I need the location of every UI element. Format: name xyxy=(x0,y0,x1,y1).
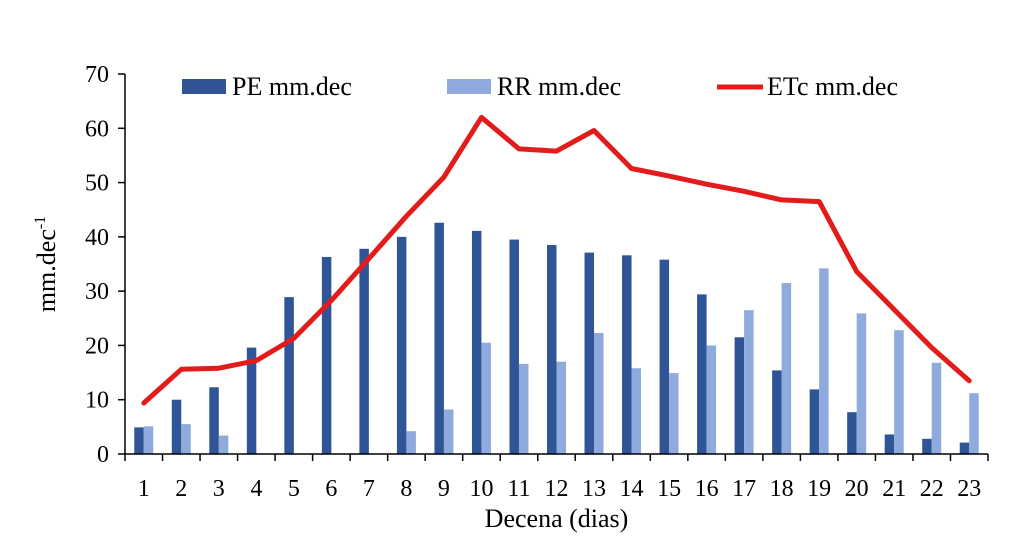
pe-bar xyxy=(471,230,482,454)
legend-pe: PE mm.dec xyxy=(182,72,352,101)
rr-bar xyxy=(856,313,867,454)
x-tick-label: 15 xyxy=(657,476,681,502)
pe-bar xyxy=(922,438,932,454)
pe-bar xyxy=(697,294,707,454)
x-tick-label: 8 xyxy=(400,476,412,502)
y-ticks: 0 10 20 30 40 50 60 70 xyxy=(85,62,125,468)
x-tick-label: 19 xyxy=(807,476,831,502)
rr-bar xyxy=(181,424,191,454)
x-tick-label: 2 xyxy=(175,476,187,502)
etc-line xyxy=(141,114,972,406)
axes-layer xyxy=(124,74,988,455)
x-tick-label: 9 xyxy=(438,476,450,502)
x-tick-label: 5 xyxy=(288,476,300,502)
pe-bar xyxy=(321,256,332,454)
legend-etc: ETc mm.dec xyxy=(717,72,898,101)
legend-rr-swatch xyxy=(447,79,491,94)
pe-bar xyxy=(959,442,970,454)
pe-bar xyxy=(171,399,182,454)
y-tick-label: 30 xyxy=(85,279,109,305)
y-tick-label: 0 xyxy=(97,442,109,468)
x-tick-label: 16 xyxy=(695,476,719,502)
etc-line-layer xyxy=(141,114,972,406)
pe-bar xyxy=(134,427,144,454)
legend-pe-label: PE mm.dec xyxy=(232,72,352,101)
rr-bar xyxy=(819,268,829,454)
pe-bar xyxy=(359,248,369,454)
rr-bar xyxy=(744,310,754,454)
x-tick-label: 17 xyxy=(732,476,756,502)
pe-bar xyxy=(209,387,219,454)
x-tick-label: 22 xyxy=(920,476,944,502)
x-ticks: 1 2 3 4 5 6 7 8 9 10 11 12 13 14 15 16 17 18 19 20 21 22 23 xyxy=(124,454,989,502)
rr-bar xyxy=(556,361,566,454)
x-axis-title: Decena (dias) xyxy=(485,504,629,533)
pe-bar xyxy=(659,259,670,454)
x-tick-label: 21 xyxy=(882,476,906,502)
x-tick-label: 20 xyxy=(845,476,869,502)
x-tick-label: 6 xyxy=(325,476,337,502)
x-tick-label: 4 xyxy=(250,476,262,502)
pe-bar xyxy=(884,434,895,454)
x-tick-label: 13 xyxy=(582,476,606,502)
x-tick-label: 3 xyxy=(213,476,225,502)
x-tick-label: 7 xyxy=(363,476,375,502)
x-tick-label: 10 xyxy=(469,476,493,502)
y-axis-title-main: mm.dec xyxy=(32,229,61,312)
legend-etc-label: ETc mm.dec xyxy=(767,72,898,101)
rr-bar xyxy=(781,283,792,454)
legend-pe-swatch xyxy=(182,79,226,94)
rr-bar xyxy=(218,435,229,454)
rr-bar xyxy=(706,345,717,454)
pe-bar xyxy=(584,252,595,454)
y-tick-label: 60 xyxy=(85,116,109,142)
legend: PE mm.dec RR mm.dec ETc mm.dec xyxy=(182,72,898,101)
rr-bar xyxy=(669,373,679,454)
rr-bar xyxy=(631,368,642,454)
y-tick-label: 40 xyxy=(85,225,109,251)
rr-bar xyxy=(143,426,154,454)
x-tick-label: 12 xyxy=(545,476,569,502)
pe-bar xyxy=(772,370,782,454)
x-tick-label: 23 xyxy=(957,476,981,502)
pe-bar xyxy=(847,412,857,454)
x-tick-label: 18 xyxy=(770,476,794,502)
pe-bar xyxy=(622,255,632,454)
y-tick-label: 10 xyxy=(85,388,109,414)
y-tick-label: 50 xyxy=(85,171,109,197)
y-axis-title: mm.dec-1 xyxy=(32,216,61,312)
pe-bar xyxy=(547,245,557,454)
rr-bar xyxy=(406,431,416,454)
pe-bar xyxy=(284,297,294,454)
legend-rr: RR mm.dec xyxy=(447,72,621,101)
rr-bar xyxy=(443,409,454,454)
x-tick-label: 11 xyxy=(507,476,530,502)
x-tick-label: 1 xyxy=(138,476,150,502)
rr-bar xyxy=(969,393,979,454)
rr-bar xyxy=(481,342,491,454)
legend-rr-label: RR mm.dec xyxy=(497,72,621,101)
bars-layer xyxy=(134,222,979,454)
pe-bar xyxy=(246,347,257,454)
pe-bar xyxy=(734,337,745,454)
pe-bar xyxy=(396,236,407,454)
y-tick-label: 70 xyxy=(85,62,109,88)
pe-bar xyxy=(509,239,519,454)
y-tick-label: 20 xyxy=(85,333,109,359)
rr-bar xyxy=(894,330,904,454)
pe-bar xyxy=(809,389,820,454)
rr-bar xyxy=(931,362,942,454)
y-axis-title-superscript: -1 xyxy=(32,216,49,229)
rr-bar xyxy=(594,332,604,454)
x-tick-label: 14 xyxy=(620,476,644,502)
rr-bar xyxy=(518,363,529,454)
pe-bar xyxy=(434,222,444,454)
